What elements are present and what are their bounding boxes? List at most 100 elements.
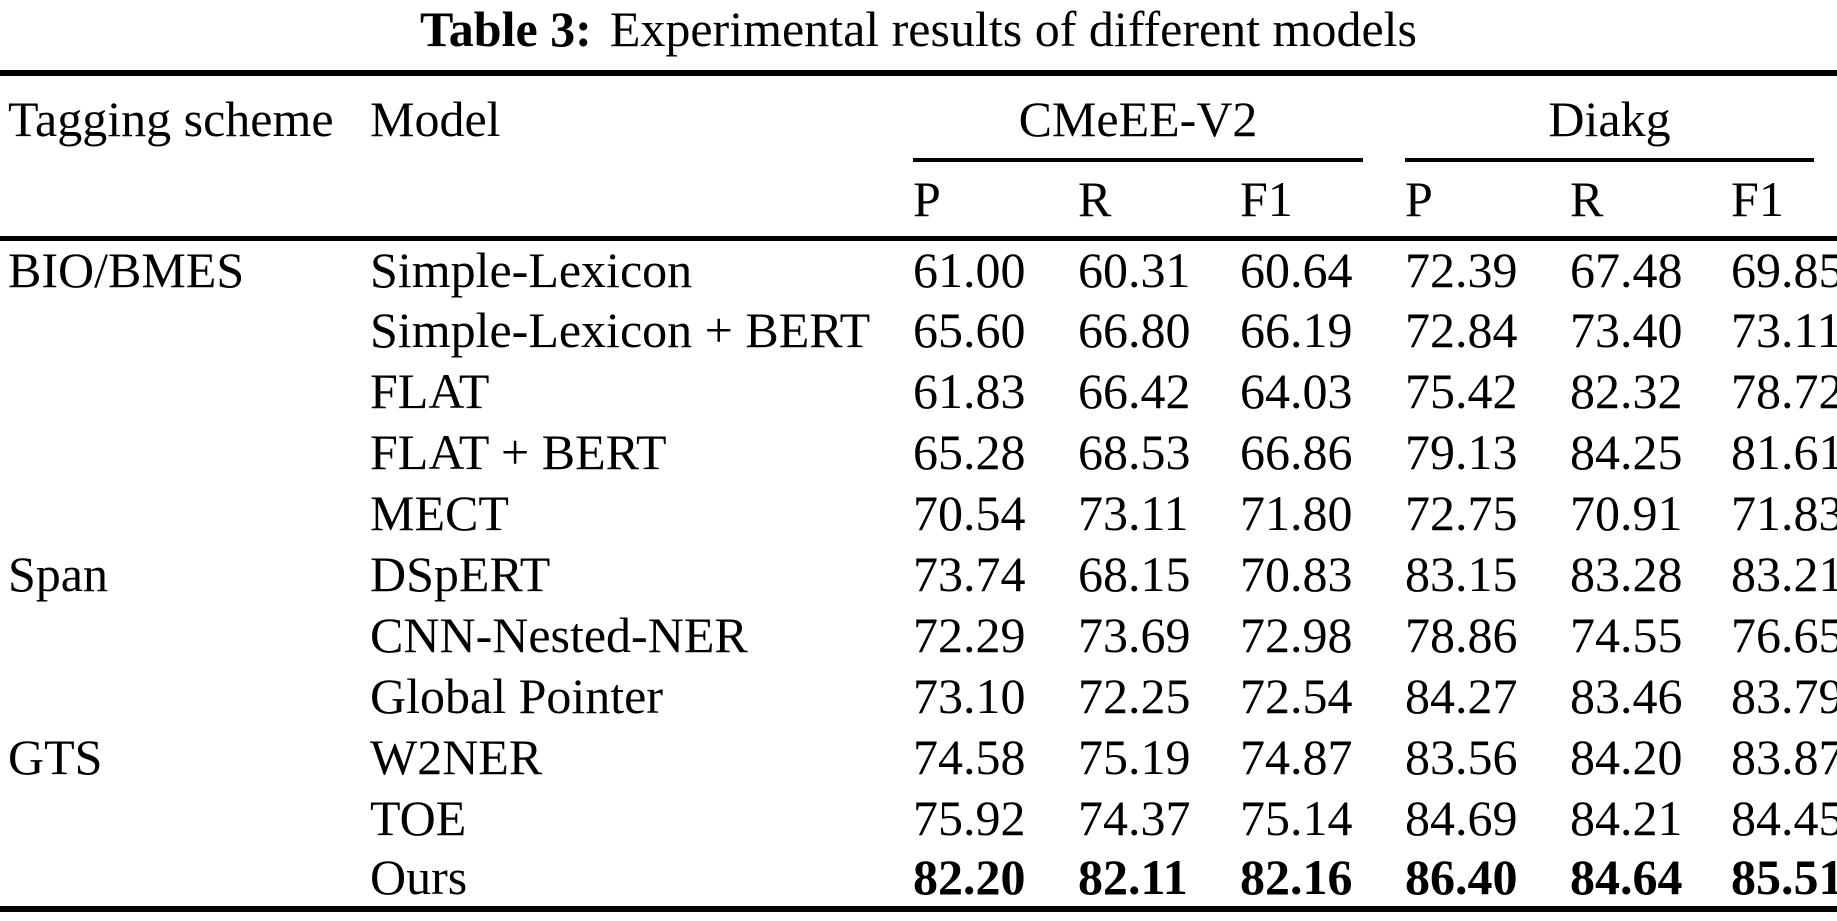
table-header: Tagging scheme Model CMeEE-V2 Diakg P R … xyxy=(0,73,1837,241)
metric-value-cell: 83.56 xyxy=(1405,728,1518,785)
model-name-cell: Global Pointer xyxy=(370,667,664,724)
header-group-row: Tagging scheme Model CMeEE-V2 Diakg xyxy=(0,73,1837,241)
metric-value-cell: 68.15 xyxy=(1078,545,1191,602)
metric-value-cell: 79.13 xyxy=(1405,423,1518,480)
tagging-scheme-cell: Span xyxy=(8,545,108,602)
table-row: TOE 75.92 74.37 75.14 84.69 84.21 84.45 xyxy=(0,787,1837,848)
table-row: GTS W2NER 74.58 75.19 74.87 83.56 84.20 … xyxy=(0,726,1837,787)
metric-value-cell: 78.72 xyxy=(1731,362,1837,419)
column-group-diakg: Diakg xyxy=(1397,73,1837,162)
metric-value-cell: 65.28 xyxy=(913,423,1026,480)
metric-value-cell: 73.11 xyxy=(1731,301,1837,358)
column-header-diakg-r: R xyxy=(1562,162,1724,241)
model-name-cell: Simple-Lexicon xyxy=(370,241,693,298)
column-header-cmeee-f1: F1 xyxy=(1232,162,1398,241)
model-name-cell: CNN-Nested-NER xyxy=(370,606,748,663)
table-row: FLAT 61.83 66.42 64.03 75.42 82.32 78.72 xyxy=(0,360,1837,421)
metric-value-cell: 75.42 xyxy=(1405,362,1518,419)
model-name-cell: TOE xyxy=(370,789,467,846)
column-header-model: Model xyxy=(362,73,905,241)
tagging-scheme-cell xyxy=(0,787,362,848)
metric-value-cell: 82.16 xyxy=(1240,849,1353,905)
metric-value-cell: 81.61 xyxy=(1731,423,1837,480)
metric-value-cell: 85.51 xyxy=(1731,849,1837,905)
metric-value-cell: 70.91 xyxy=(1570,484,1683,541)
metric-value-cell: 83.21 xyxy=(1731,545,1837,602)
metric-value-cell: 67.48 xyxy=(1570,241,1683,298)
results-table: Tagging scheme Model CMeEE-V2 Diakg P R … xyxy=(0,70,1837,912)
metric-value-cell: 72.29 xyxy=(913,606,1026,663)
metric-value-cell: 83.28 xyxy=(1570,545,1683,602)
table-row: MECT 70.54 73.11 71.80 72.75 70.91 71.83 xyxy=(0,482,1837,543)
metric-value-cell: 72.25 xyxy=(1078,667,1191,724)
metric-value-cell: 64.03 xyxy=(1240,362,1353,419)
metric-value-cell: 73.74 xyxy=(913,545,1026,602)
metric-value-cell: 66.80 xyxy=(1078,301,1191,358)
model-name-cell: MECT xyxy=(370,484,509,541)
table-caption-number: Table 3: xyxy=(420,1,592,57)
metric-value-cell: 72.39 xyxy=(1405,241,1518,298)
metric-value-cell: 60.64 xyxy=(1240,241,1353,298)
metric-value-cell: 74.58 xyxy=(913,728,1026,785)
metric-value-cell: 70.54 xyxy=(913,484,1026,541)
metric-value-cell: 76.65 xyxy=(1731,606,1837,663)
metric-value-cell: 72.54 xyxy=(1240,667,1353,724)
column-header-tagging-scheme: Tagging scheme xyxy=(0,73,362,241)
table-body: BIO/BMES Simple-Lexicon 61.00 60.31 60.6… xyxy=(0,238,1837,909)
metric-value-cell: 83.87 xyxy=(1731,728,1837,785)
metric-value-cell: 72.84 xyxy=(1405,301,1518,358)
metric-value-cell: 83.79 xyxy=(1731,667,1837,724)
table-row: Simple-Lexicon + BERT 65.60 66.80 66.19 … xyxy=(0,299,1837,360)
metric-value-cell: 82.11 xyxy=(1078,849,1188,905)
table-row: BIO/BMES Simple-Lexicon 61.00 60.31 60.6… xyxy=(0,238,1837,299)
metric-value-cell: 84.27 xyxy=(1405,667,1518,724)
table-caption: Table 3: Experimental results of differe… xyxy=(0,0,1837,70)
model-name-cell: DSpERT xyxy=(370,545,551,602)
tagging-scheme-cell xyxy=(0,421,362,482)
model-name-cell: Simple-Lexicon + BERT xyxy=(370,301,871,358)
metric-value-cell: 71.83 xyxy=(1731,484,1837,541)
column-header-cmeee-p: P xyxy=(905,162,1070,241)
table-row: Ours 82.20 82.11 82.16 86.40 84.64 85.51 xyxy=(0,848,1837,909)
metric-value-cell: 84.20 xyxy=(1570,728,1683,785)
metric-value-cell: 73.69 xyxy=(1078,606,1191,663)
tagging-scheme-cell: GTS xyxy=(8,728,103,785)
tagging-scheme-cell xyxy=(0,848,362,909)
table-row: CNN-Nested-NER 72.29 73.69 72.98 78.86 7… xyxy=(0,604,1837,665)
metric-value-cell: 69.85 xyxy=(1731,241,1837,298)
metric-value-cell: 61.83 xyxy=(913,362,1026,419)
metric-value-cell: 68.53 xyxy=(1078,423,1191,480)
header-metric-row: P R F1 P R F1 xyxy=(0,162,1837,241)
metric-value-cell: 60.31 xyxy=(1078,241,1191,298)
tagging-scheme-cell xyxy=(0,604,362,665)
column-header-diakg-p: P xyxy=(1397,162,1563,241)
table-row: Global Pointer 73.10 72.25 72.54 84.27 8… xyxy=(0,665,1837,726)
column-group-diakg-label: Diakg xyxy=(1405,90,1815,162)
metric-value-cell: 73.40 xyxy=(1570,301,1683,358)
metric-value-cell: 70.83 xyxy=(1240,545,1353,602)
column-header-diakg-f1: F1 xyxy=(1723,162,1837,241)
metric-value-cell: 82.20 xyxy=(913,849,1026,905)
column-group-cmeee-v2: CMeEE-V2 xyxy=(905,73,1397,162)
metric-value-cell: 84.64 xyxy=(1570,849,1683,905)
metric-value-cell: 75.92 xyxy=(913,789,1026,846)
metric-value-cell: 74.55 xyxy=(1570,606,1683,663)
tagging-scheme-cell: BIO/BMES xyxy=(8,241,245,298)
metric-value-cell: 78.86 xyxy=(1405,606,1518,663)
metric-value-cell: 66.42 xyxy=(1078,362,1191,419)
metric-value-cell: 84.45 xyxy=(1731,789,1837,846)
model-name-cell: FLAT xyxy=(370,362,490,419)
model-name-cell: FLAT + BERT xyxy=(370,423,667,480)
metric-value-cell: 73.11 xyxy=(1078,484,1189,541)
metric-value-cell: 82.32 xyxy=(1570,362,1683,419)
metric-value-cell: 72.98 xyxy=(1240,606,1353,663)
table-row: FLAT + BERT 65.28 68.53 66.86 79.13 84.2… xyxy=(0,421,1837,482)
table-row: Span DSpERT 73.74 68.15 70.83 83.15 83.2… xyxy=(0,543,1837,604)
metric-value-cell: 71.80 xyxy=(1240,484,1353,541)
tagging-scheme-cell xyxy=(0,482,362,543)
model-name-cell: W2NER xyxy=(370,728,543,785)
model-name-cell: Ours xyxy=(370,849,468,905)
metric-value-cell: 86.40 xyxy=(1405,849,1518,905)
tagging-scheme-cell xyxy=(0,299,362,360)
